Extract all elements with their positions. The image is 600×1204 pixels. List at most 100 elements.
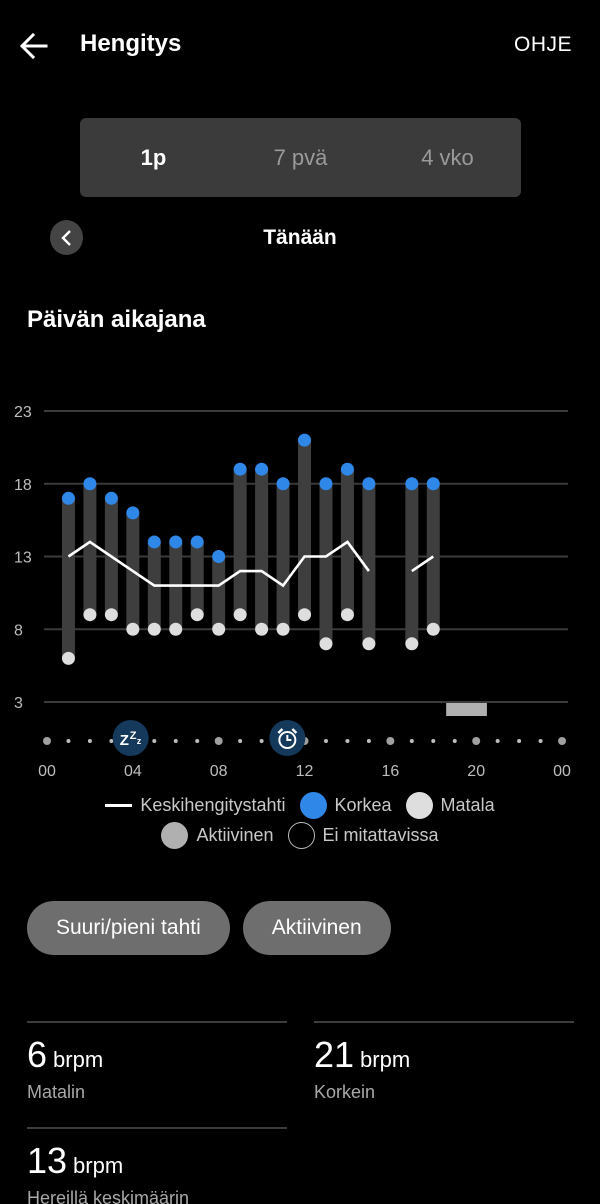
x-tick-label: 08 (210, 763, 228, 780)
low-dot (319, 637, 333, 651)
timeline-tick (43, 737, 51, 745)
sleep-zzz-icon: Z (130, 730, 137, 742)
timeline-tick (259, 739, 264, 743)
low-dot (104, 608, 118, 622)
timeline-tick (173, 739, 178, 743)
chip-active[interactable]: Aktiivinen (242, 901, 391, 955)
legend-item-not-measurable: Ei mitattavissa (287, 821, 439, 849)
arrow-left-icon (19, 32, 48, 60)
back-button[interactable] (16, 28, 52, 64)
divider (314, 1021, 574, 1023)
chart-legend: Keskihengitystahti Korkea Matala Aktiivi… (0, 790, 600, 850)
legend-item-average: Keskihengitystahti (105, 795, 286, 816)
low-dot (340, 608, 354, 622)
x-tick-label: 16 (381, 763, 399, 780)
timeline-tick (538, 739, 543, 743)
high-dot (255, 462, 269, 476)
tab-7-days[interactable]: 7 pvä (273, 144, 328, 170)
timeline-tick (366, 739, 371, 743)
timeline-tick (345, 739, 350, 743)
low-dot (190, 608, 204, 622)
low-dot (426, 622, 440, 636)
average-rate-line (411, 555, 435, 573)
high-dot (212, 550, 226, 563)
sleep-zzz-icon: Z (120, 732, 129, 749)
high-dot (362, 477, 376, 491)
stat-value: 6 (27, 1034, 48, 1075)
filter-chips: Suuri/pieni tahti Aktiivinen (27, 901, 391, 955)
date-label: Tänään (263, 226, 337, 249)
line-swatch-icon (105, 803, 133, 807)
timeline-tick (452, 739, 457, 743)
ring-icon (287, 821, 315, 849)
blue-dot-icon (299, 791, 327, 819)
stat-value: 21 (314, 1034, 355, 1075)
x-tick-label: 00 (553, 763, 571, 780)
sleep-zzz-marker (112, 720, 149, 756)
low-dot (362, 637, 376, 651)
help-button[interactable]: OHJE (513, 33, 572, 56)
high-dot (405, 477, 419, 491)
timeline-tick (472, 737, 481, 745)
low-dot (147, 622, 161, 636)
timeline-tick (558, 737, 567, 745)
tab-4-weeks[interactable]: 4 vko (421, 144, 474, 170)
range-segmented-control: 1p 7 pvä 4 vko (80, 118, 521, 197)
alarm-clock-icon (286, 735, 292, 741)
active-period-bar (446, 703, 487, 716)
stat-label: Hereillä keskimäärin (27, 1188, 190, 1204)
legend-item-active: Aktiivinen (161, 821, 274, 849)
low-dot (61, 651, 75, 665)
legend-item-high: Korkea (299, 791, 392, 819)
timeline-tick (386, 737, 395, 745)
stat-unit: brpm (360, 1047, 411, 1072)
light-dot-icon (405, 791, 433, 819)
timeline-tick (431, 739, 436, 743)
alarm-clock-icon (278, 731, 297, 749)
divider (27, 1021, 287, 1023)
low-dot (298, 608, 312, 622)
stat-label: Korkein (314, 1082, 376, 1102)
high-dot (276, 477, 290, 491)
high-dot (104, 491, 118, 505)
low-dot (405, 637, 419, 651)
chip-high-low-rate[interactable]: Suuri/pieni tahti (27, 901, 230, 955)
date-navigator: Tänään (0, 220, 600, 256)
high-dot (126, 506, 140, 520)
previous-day-button[interactable] (50, 220, 83, 255)
sleep-zzz-icon: z (137, 736, 142, 746)
chevron-left-icon (60, 229, 71, 246)
high-dot (147, 535, 161, 549)
average-rate-line (67, 540, 370, 588)
x-tick-label: 20 (467, 763, 485, 780)
x-tick-label: 04 (124, 763, 142, 780)
y-tick-label: 13 (14, 550, 32, 567)
low-dot (83, 608, 97, 622)
tab-1-day[interactable]: 1p (140, 144, 167, 170)
low-dot (255, 622, 269, 636)
low-dot (212, 622, 226, 636)
low-dot (169, 622, 183, 636)
legend-item-low: Matala (405, 791, 495, 819)
timeline-tick (66, 739, 71, 743)
divider (27, 1127, 287, 1129)
timeline-tick (109, 739, 114, 743)
low-dot (276, 622, 290, 636)
high-dot (233, 462, 247, 476)
stat-unit: brpm (73, 1153, 124, 1178)
timeline-tick (323, 739, 328, 743)
high-dot (83, 477, 97, 491)
section-title: Päivän aikajana (27, 306, 206, 333)
timeline-tick (87, 739, 92, 743)
app-bar: Hengitys OHJE (0, 0, 600, 90)
low-dot (126, 622, 140, 636)
stat-lowest: 6 brpm Matalin (27, 1021, 287, 1103)
timeline-tick (195, 739, 200, 743)
timeline-tick (409, 739, 414, 743)
y-tick-label: 3 (14, 695, 23, 712)
y-tick-label: 8 (14, 622, 23, 639)
timeline-tick (152, 739, 157, 743)
y-tick-label: 18 (14, 477, 32, 494)
high-dot (190, 535, 204, 549)
x-tick-label: 12 (296, 763, 314, 780)
